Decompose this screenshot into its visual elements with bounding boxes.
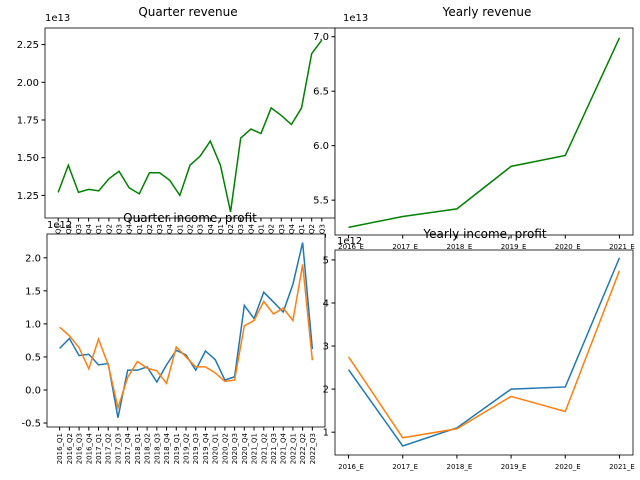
x-tick-label: 2022_Q3 bbox=[309, 433, 317, 464]
data-line bbox=[59, 264, 314, 411]
x-tick-label: 2018_Q3 bbox=[153, 433, 161, 464]
x-tick-label: 2019_Q4 bbox=[202, 432, 210, 464]
axes: -0.5 0.0 0.5 1.0 1.5 2.0 2016_Q1 2016_Q2 2016_Q3… bbox=[21, 211, 326, 464]
plot-background bbox=[45, 28, 335, 218]
x-tick-label: 2017_Q1 bbox=[95, 433, 103, 464]
axes: 1 2 3 4 5 2016_E 2017_E 2018_E 2019_E 2020_E 2021_… bbox=[323, 227, 635, 471]
y-tick-label: 0.5 bbox=[25, 352, 41, 363]
x-tick-label: 2018_Q1 bbox=[134, 433, 142, 464]
y-tick-label: 6.5 bbox=[313, 87, 329, 98]
x-tick-label: 2018_E bbox=[447, 463, 473, 471]
x-tick-label: 2016_Q4 bbox=[85, 432, 93, 464]
x-tick-label: 2018_Q4 bbox=[163, 432, 171, 464]
y-tick-label: 4 bbox=[323, 298, 329, 309]
y-tick-label: 7.0 bbox=[313, 32, 329, 43]
y-tick-label: 6.0 bbox=[313, 141, 329, 152]
chart-title: Quarter income, profit bbox=[123, 211, 257, 225]
x-tick-label: 2019_E bbox=[501, 463, 527, 471]
y-tick-label: 1.50 bbox=[17, 153, 39, 164]
chart-title: Quarter revenue bbox=[138, 5, 237, 19]
x-tick-label: 2017_E bbox=[392, 243, 418, 251]
y-tick-label: 1.75 bbox=[17, 115, 39, 126]
y-tick-label: 1.0 bbox=[25, 319, 41, 330]
x-tick-label: 2021_Q1 bbox=[251, 433, 259, 464]
x-tick-label: 2019_Q3 bbox=[192, 433, 200, 464]
x-tick-label: 2021_Q2 bbox=[260, 433, 268, 464]
axes-frame bbox=[334, 249, 634, 456]
y-tick-label: -0.5 bbox=[21, 419, 41, 430]
x-tick-label: 2018_Q2 bbox=[144, 433, 152, 464]
x-tick-label: 2019_Q1 bbox=[173, 433, 181, 464]
x-tick-label: 2020_Q2 bbox=[221, 433, 229, 464]
data-line bbox=[57, 39, 323, 213]
axis-offset: 1e12 bbox=[47, 220, 72, 231]
x-tick-label: 2017_Q4 bbox=[124, 432, 132, 464]
x-tick-label: 2017_E bbox=[392, 463, 418, 471]
x-tick-label: 2020_Q1 bbox=[212, 433, 220, 464]
x-tick-label: 2018_E bbox=[447, 243, 473, 251]
x-tick-label: 2021_E bbox=[609, 243, 635, 251]
x-tick-label: 2017_Q3 bbox=[114, 433, 122, 464]
data-line bbox=[348, 37, 621, 229]
y-tick-label: 5 bbox=[323, 255, 329, 266]
y-tick-label: 2 bbox=[323, 385, 329, 396]
x-tick-label: 2016_Q3 bbox=[76, 433, 84, 464]
x-tick-label: 2016_E bbox=[338, 463, 364, 471]
x-tick-label: 2021_Q4 bbox=[280, 432, 288, 464]
x-tick-label: 2019_E bbox=[501, 243, 527, 251]
y-tick-label: 2.25 bbox=[17, 40, 39, 51]
axis-offset: 1e12 bbox=[337, 236, 362, 247]
y-tick-label: 1.25 bbox=[17, 191, 39, 202]
y-tick-label: 5.5 bbox=[313, 196, 329, 207]
chart-title: Yearly income, profit bbox=[422, 227, 546, 241]
data-line bbox=[59, 242, 314, 418]
plot-background bbox=[47, 234, 325, 427]
x-tick-label: 2022_Q2 bbox=[299, 433, 307, 464]
chart-title: Yearly revenue bbox=[442, 5, 532, 19]
x-tick-label: 2020_Q4 bbox=[241, 432, 249, 464]
axis-offset: 1e13 bbox=[343, 13, 368, 24]
x-tick-label: 2020_E bbox=[555, 243, 581, 251]
x-tick-label: 2020_Q3 bbox=[231, 433, 239, 464]
y-tick-label: 1.5 bbox=[25, 286, 41, 297]
plot-background bbox=[335, 28, 633, 235]
x-tick-label: 2016_Q1 bbox=[56, 433, 64, 464]
data-line bbox=[347, 270, 621, 439]
y-tick-label: 1 bbox=[323, 428, 329, 439]
y-tick-label: 0.0 bbox=[25, 385, 41, 396]
x-tick-label: 2016_E bbox=[338, 243, 364, 251]
axes: 5.5 6.0 6.5 7.0 2016_E 2017_E 2018_E 2019_E 2020… bbox=[313, 5, 635, 251]
y-tick-label: 2.00 bbox=[17, 78, 39, 89]
x-tick-label: 2021_E bbox=[609, 463, 635, 471]
axis-offset: 1e13 bbox=[45, 13, 70, 24]
x-tick-label: 2020_E bbox=[555, 463, 581, 471]
x-tick-label: 2017_Q2 bbox=[105, 433, 113, 464]
data-line bbox=[347, 257, 621, 447]
y-tick-label: 3 bbox=[323, 342, 329, 353]
x-tick-label: 2016_Q2 bbox=[66, 433, 74, 464]
x-tick-label: 2019_Q2 bbox=[183, 433, 191, 464]
x-tick-label: 2022_Q1 bbox=[289, 433, 297, 464]
axes-frame bbox=[334, 27, 634, 236]
x-tick-label: 2021_Q3 bbox=[270, 433, 278, 464]
y-tick-label: 2.0 bbox=[25, 253, 41, 264]
